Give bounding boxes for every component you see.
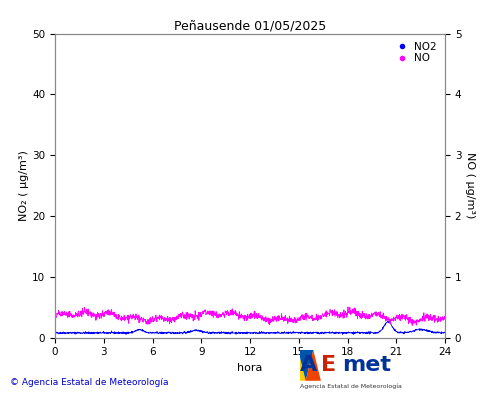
Polygon shape <box>298 350 314 381</box>
Y-axis label: NO ( µg/m³): NO ( µg/m³) <box>465 152 475 219</box>
Text: A: A <box>300 356 318 375</box>
Title: Peñausende 01/05/2025: Peñausende 01/05/2025 <box>174 19 326 32</box>
Text: met: met <box>342 356 391 375</box>
Polygon shape <box>306 350 321 381</box>
Polygon shape <box>285 350 306 381</box>
Text: E: E <box>321 356 336 375</box>
X-axis label: hora: hora <box>238 363 262 373</box>
Text: © Agencia Estatal de Meteorología: © Agencia Estatal de Meteorología <box>10 378 168 387</box>
Text: Agencia Estatal de Meteorología: Agencia Estatal de Meteorología <box>300 383 402 389</box>
Y-axis label: NO₂ ( µg/m³): NO₂ ( µg/m³) <box>20 150 30 221</box>
Legend: NO2, NO: NO2, NO <box>388 39 440 67</box>
